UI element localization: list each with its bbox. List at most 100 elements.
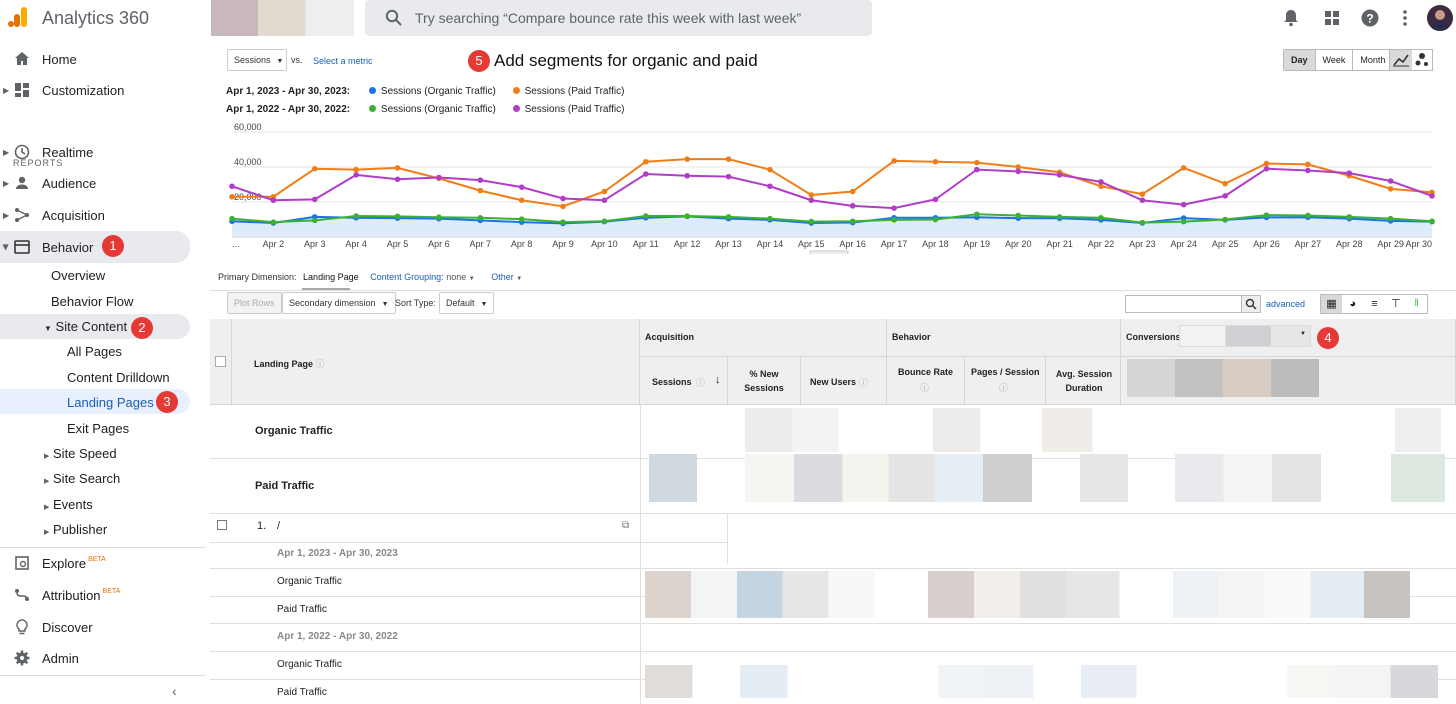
row-checkbox[interactable] [217,520,227,530]
blurred-2023-values [645,571,1410,618]
x-tick-label: Apr 12 [674,239,701,249]
sidebar-item-events[interactable]: ▶ Events [44,497,93,512]
person-icon [16,176,28,189]
open-external-icon[interactable]: ⧉ [622,520,630,531]
sidebar-item-all-pages[interactable]: All Pages [67,344,122,359]
sidebar-item-landing-pages[interactable]: Landing Pages [67,395,154,410]
data-point-2-22 [1139,219,1146,226]
sidebar-divider [0,547,205,548]
sort-type-label: Sort Type: [395,298,436,308]
bounce-rate-column-header[interactable]: Bounce Rate ⓘ [887,357,965,405]
landing-page-link[interactable]: / [277,520,281,532]
week-button[interactable]: Week [1314,50,1353,70]
more-vert-icon[interactable] [1395,8,1415,28]
help-icon: ⓘ [315,359,325,369]
avg-session-duration-column-header[interactable]: Avg. Session Duration [1046,357,1121,405]
sort-desc-icon: ↓ [715,374,721,386]
behavior-group-header: Behavior [887,319,1121,357]
select-all-checkbox[interactable] [215,356,226,367]
other-dimension-dropdown[interactable]: Other ▼ [491,272,523,282]
pie-view-icon[interactable]: ◕ [1349,298,1357,310]
data-point-1-6 [477,187,484,194]
data-point-2-25 [1263,212,1270,218]
pages-session-column-header[interactable]: Pages / Session ⓘ [965,357,1046,405]
x-tick-label: Apr 19 [964,239,991,249]
x-tick-label: Apr 9 [552,239,574,249]
data-point-2-18 [974,211,980,218]
select-metric-link[interactable]: Select a metric [313,56,373,66]
sidebar-item-site-content[interactable]: ▼ Site Content [44,319,128,334]
sort-type-dropdown[interactable]: Default ▼ [439,292,495,314]
pivot-view-icon[interactable]: ‖ [1414,298,1419,309]
sidebar-item-exit-pages[interactable]: Exit Pages [67,421,130,436]
sidebar-item-site-search[interactable]: ▶ Site Search [44,471,121,486]
behavior-icon [14,240,30,254]
series-line-1 [232,158,1433,208]
chevron-right-icon: ▶ [3,147,10,157]
x-tick-label: Apr 22 [1088,239,1115,249]
blurred-organic-values [745,408,1107,452]
row-divider [210,568,1456,569]
performance-view-icon[interactable]: ≡ [1371,298,1378,310]
content-grouping-dropdown[interactable]: none ▼ [446,272,475,282]
comparison-view-icon[interactable]: ⊤ [1390,298,1401,310]
new-users-column-header[interactable]: New Users ⓘ [801,357,887,405]
chevron-down-icon: ▶ [1,243,11,251]
data-table-view-icon[interactable]: ▦ [1321,295,1342,313]
chevron-down-icon: ▼ [44,324,52,333]
data-point-3-19 [1015,168,1022,175]
user-avatar[interactable] [1427,5,1453,31]
table-search-input[interactable] [1125,295,1242,313]
sidebar-item-behavior-flow[interactable]: Behavior Flow [51,294,134,309]
metric-selector[interactable]: Sessions ▼ [227,49,287,71]
site-content-highlight [0,314,190,339]
primary-dimension-landing-page[interactable]: Landing Page [303,272,359,282]
motion-chart-icon[interactable] [1412,50,1432,70]
chart-type-selector [1389,49,1433,71]
annotation-badge-2: 2 [131,317,153,339]
x-tick-label: Apr 10 [591,239,618,249]
sidebar-item-publisher[interactable]: ▶ Publisher [44,522,108,537]
data-point-3-16 [891,205,897,211]
pct-new-sessions-column-header[interactable]: % New Sessions [728,357,801,405]
line-chart-icon[interactable] [1390,50,1412,70]
data-point-1-16 [891,158,897,164]
account-selector[interactable] [211,0,354,36]
x-tick-label: Apr 26 [1253,239,1280,249]
legend-row-2023: Apr 1, 2023 - Apr 30, 2023: Sessions (Or… [226,86,625,97]
day-button[interactable]: Day [1284,50,1315,70]
row-2022-paid: Paid Traffic [277,687,327,698]
goal-selector-dropdown[interactable]: ▼ [1179,325,1311,347]
chevron-right-icon: ▶ [3,210,10,220]
table-search-button[interactable] [1241,295,1261,313]
x-tick-label: Apr 6 [428,239,450,249]
organic-2023-area [232,216,1432,237]
chevron-right-icon: ▶ [44,453,50,460]
beta-badge: BETA [102,587,121,595]
x-tick-label: Apr 14 [757,239,784,249]
data-point-2-17 [932,216,939,223]
plot-rows-button[interactable]: Plot Rows [227,292,282,314]
table-view-selector: ▦ ◕ ≡ ⊤ ‖ [1320,294,1428,314]
secondary-dimension-dropdown[interactable]: Secondary dimension ▼ [282,292,396,314]
data-point-2-21 [1098,214,1104,221]
bell-icon[interactable] [1281,8,1301,28]
x-tick-label: Apr 28 [1336,239,1363,249]
sidebar-item-content-drilldown[interactable]: Content Drilldown [67,370,170,385]
help-icon[interactable]: ? [1360,8,1380,28]
sessions-column-header[interactable]: Sessions ⓘ ↓ [640,357,728,405]
sidebar-item-overview[interactable]: Overview [51,268,106,283]
row-divider [210,542,727,543]
advanced-filter-link[interactable]: advanced [1266,299,1306,309]
search-bar[interactable]: Try searching “Compare bounce rate this … [365,0,872,36]
date-range-2023-row: Apr 1, 2023 - Apr 30, 2023 [277,548,398,559]
data-point-2-16 [891,217,897,223]
apps-grid-icon[interactable] [1322,8,1342,28]
landing-page-column-label[interactable]: Landing Page ⓘ [254,359,325,369]
collapse-sidebar-icon[interactable]: ‹ [172,683,177,699]
sidebar-item-site-speed[interactable]: ▶ Site Speed [44,446,117,461]
data-point-2-5 [436,214,442,221]
data-point-1-22 [1139,191,1146,197]
month-button[interactable]: Month [1352,50,1393,70]
